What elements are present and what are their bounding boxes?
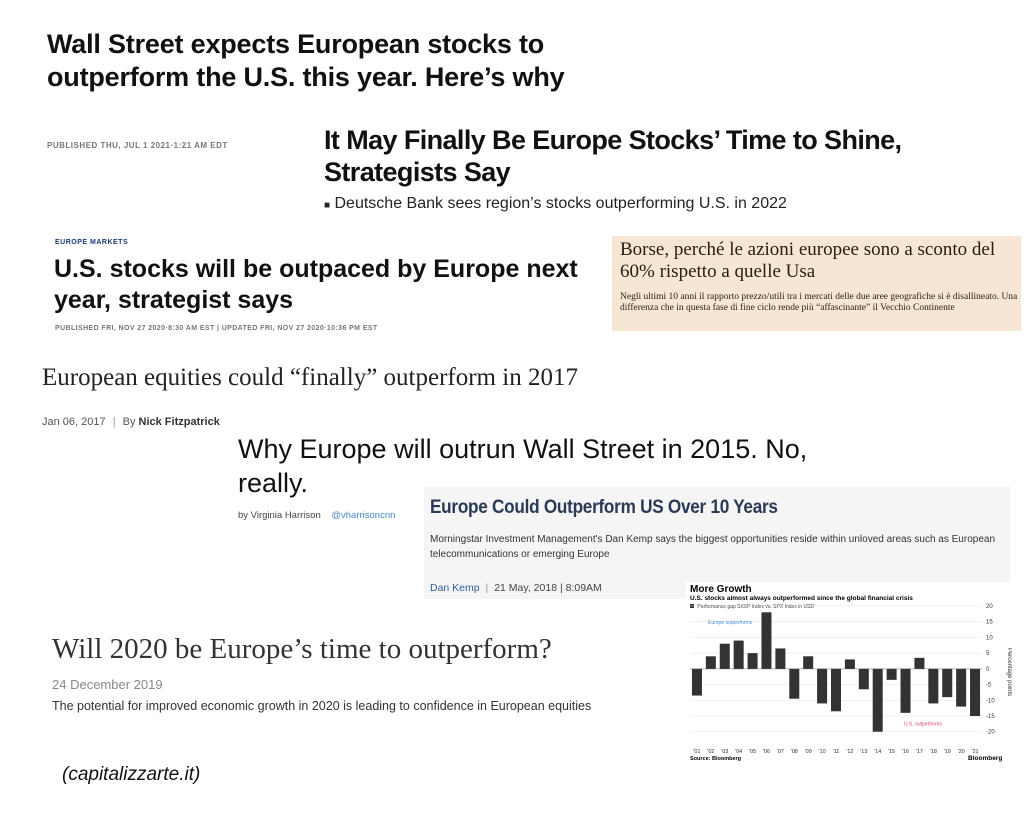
chart-ytick-label: 10 (986, 635, 993, 641)
headline-cnbc-2020[interactable]: U.S. stocks will be outpaced by Europe n… (54, 255, 578, 314)
headline-cnn-author: by Virginia Harrison (238, 510, 321, 521)
chart-bar (705, 656, 716, 669)
chart-xtick-label: '19 (944, 749, 951, 755)
chart-bar (956, 668, 967, 707)
chart-bar (733, 640, 744, 669)
source-credit: (capitalizzarte.it) (62, 764, 201, 785)
chart-bar (691, 668, 702, 696)
chart-bar (858, 668, 869, 690)
chart-ylabel: Percentage points (1006, 648, 1012, 696)
headline-morningstar-subtitle: Morningstar Investment Management's Dan … (430, 534, 995, 560)
headline-2017-author[interactable]: Nick Fitzpatrick (138, 416, 220, 428)
chart-annotation-bottom: U.S. outperforms (904, 721, 942, 727)
headline-2020-subtitle: The potential for improved economic grow… (52, 699, 592, 713)
chart-ytick-label: -15 (986, 714, 995, 720)
chart-bar (844, 659, 855, 669)
headline-cnn-byline: by Virginia Harrison @vharrisoncnn (238, 510, 395, 521)
chart-ytick-label: -5 (986, 683, 992, 689)
chart-xtick-label: '06 (763, 749, 770, 755)
chart-ytick-label: -10 (986, 698, 995, 704)
square-bullet-icon: ■ (324, 200, 331, 211)
headline-2017-byline: Jan 06, 2017 | By Nick Fitzpatrick (42, 416, 220, 428)
chart-bar (914, 657, 925, 669)
chart-xtick-label: '16 (902, 749, 909, 755)
chart-ytick-label: 20 (986, 604, 993, 610)
chart-xtick-label: '18 (930, 749, 937, 755)
chart-xtick-label: '04 (735, 749, 742, 755)
chart-xtick-label: '12 (846, 749, 853, 755)
chart-bar (719, 643, 730, 669)
headline-cnn-twitter-handle[interactable]: @vharrisoncnn (331, 510, 396, 521)
chart-xtick-label: '20 (958, 749, 965, 755)
chart-bar (942, 668, 953, 698)
headline-2017-by: By (122, 416, 136, 428)
chart-xtick-label: '17 (916, 749, 923, 755)
headline-bloomberg-bullet: ■ Deutsche Bank sees region’s stocks out… (324, 195, 787, 213)
chart-brand: Bloomberg (968, 755, 1003, 762)
chart-bar (900, 668, 911, 713)
headline-bloomberg-2022[interactable]: It May Finally Be Europe Stocks’ Time to… (324, 125, 902, 187)
chart-ytick-label: 15 (986, 620, 993, 626)
chart-xtick-label: '15 (888, 749, 895, 755)
headline-cnbc-2020-kicker[interactable]: EUROPE MARKETS (55, 239, 129, 246)
chart-ytick-label: 5 (986, 651, 990, 657)
chart-xtick-label: '09 (805, 749, 812, 755)
chart-title: More Growth (690, 584, 752, 595)
headline-cnbc-2021-date: PUBLISHED THU, JUL 1 2021·1:21 AM EDT (47, 141, 228, 150)
chart-xtick-label: '14 (874, 749, 881, 755)
chart-xtick-label: '10 (819, 749, 826, 755)
chart-xtick-label: '03 (721, 749, 728, 755)
chart-bar (817, 668, 828, 704)
chart-xtick-label: '08 (791, 749, 798, 755)
chart-annotation-top: Europe outperforms (708, 620, 753, 626)
headline-cnbc-2021[interactable]: Wall Street expects European stocks to o… (47, 29, 565, 92)
headline-2020[interactable]: Will 2020 be Europe’s time to outperform… (52, 633, 552, 665)
chart-xtick-label: '05 (749, 749, 756, 755)
chart-legend-label: Performance gap SXXP Index vs. SPX Index… (697, 604, 815, 610)
headline-morningstar-byline: Dan Kemp | 21 May, 2018 | 8:09AM (430, 582, 602, 594)
chart-bar (970, 668, 981, 716)
chart-subtitle: U.S. stocks almost always outperformed s… (690, 595, 913, 602)
headline-cnbc-2020-date: PUBLISHED FRI, NOV 27 2020·8:30 AM EST |… (55, 325, 378, 332)
chart-bar (761, 612, 772, 669)
headline-morningstar-panel (424, 487, 1010, 599)
headline-morningstar-author[interactable]: Dan Kemp (430, 582, 480, 594)
chart-bar (830, 668, 842, 712)
chart-bar (803, 656, 814, 669)
headline-morningstar[interactable]: Europe Could Outperform US Over 10 Years (430, 496, 778, 518)
chart-xtick-label: '01 (693, 749, 700, 755)
chart-xtick-label: '21 (971, 749, 978, 755)
headline-bloomberg-bullet-text: Deutsche Bank sees region’s stocks outpe… (334, 195, 787, 212)
headline-italian-panel (612, 236, 1021, 331)
headline-2017-date: Jan 06, 2017 (42, 416, 106, 428)
headline-cnn-2015[interactable]: Why Europe will outrun Wall Street in 20… (238, 434, 808, 498)
chart-bar (886, 668, 897, 680)
headline-italian-subtitle: Negli ultimi 10 anni il rapporto prezzo/… (620, 292, 1018, 313)
chart-xtick-label: '02 (707, 749, 714, 755)
chart-bar (789, 668, 800, 699)
headline-2020-date: 24 December 2019 (52, 677, 163, 692)
chart-xtick-label: '07 (777, 749, 784, 755)
headline-morningstar-date: 21 May, 2018 | 8:09AM (494, 582, 602, 594)
chart-bar (928, 668, 939, 704)
headline-italian[interactable]: Borse, perché le azioni europee sono a s… (620, 239, 996, 282)
chart-ytick-label: 0 (986, 667, 990, 673)
chart-xtick-label: '11 (833, 749, 840, 755)
chart-bar (747, 653, 758, 669)
chart-plot: 20 15 10 5 0 -5 -10 -15 -20 '01 '02 '03 '04 '05 '06 '07… (690, 604, 1012, 755)
chart-source: Source: Bloomberg (690, 756, 742, 762)
chart-ytick-label: -20 (986, 730, 995, 736)
chart-xtick-label: '13 (860, 749, 867, 755)
headline-2017[interactable]: European equities could “finally” outper… (42, 364, 578, 391)
chart-bar (872, 668, 883, 732)
chart-bar (775, 648, 786, 669)
